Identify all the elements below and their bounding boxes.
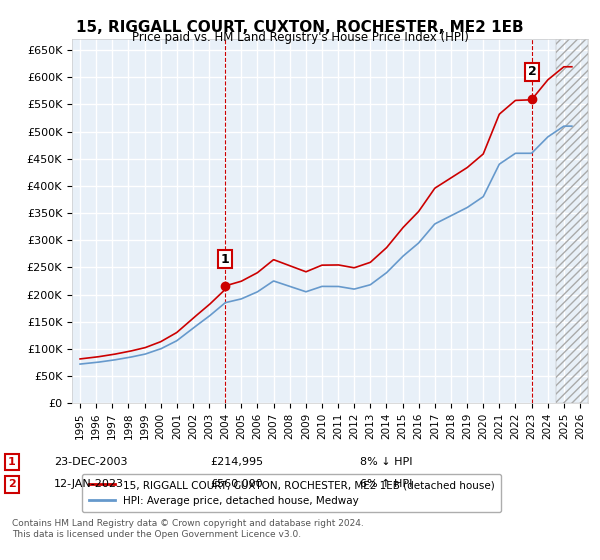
Text: 6% ↑ HPI: 6% ↑ HPI (360, 479, 412, 489)
Text: £214,995: £214,995 (210, 457, 263, 467)
Text: £560,000: £560,000 (210, 479, 263, 489)
Text: 23-DEC-2003: 23-DEC-2003 (54, 457, 128, 467)
Text: 2: 2 (8, 479, 16, 489)
Text: 2: 2 (528, 66, 536, 78)
Legend: 15, RIGGALL COURT, CUXTON, ROCHESTER, ME2 1EB (detached house), HPI: Average pri: 15, RIGGALL COURT, CUXTON, ROCHESTER, ME… (82, 474, 501, 512)
Text: 8% ↓ HPI: 8% ↓ HPI (360, 457, 413, 467)
Text: Price paid vs. HM Land Registry's House Price Index (HPI): Price paid vs. HM Land Registry's House … (131, 31, 469, 44)
Text: Contains HM Land Registry data © Crown copyright and database right 2024.
This d: Contains HM Land Registry data © Crown c… (12, 520, 364, 539)
Text: 15, RIGGALL COURT, CUXTON, ROCHESTER, ME2 1EB: 15, RIGGALL COURT, CUXTON, ROCHESTER, ME… (76, 20, 524, 35)
Text: 12-JAN-2023: 12-JAN-2023 (54, 479, 124, 489)
Text: 1: 1 (220, 253, 229, 266)
Text: 1: 1 (8, 457, 16, 467)
